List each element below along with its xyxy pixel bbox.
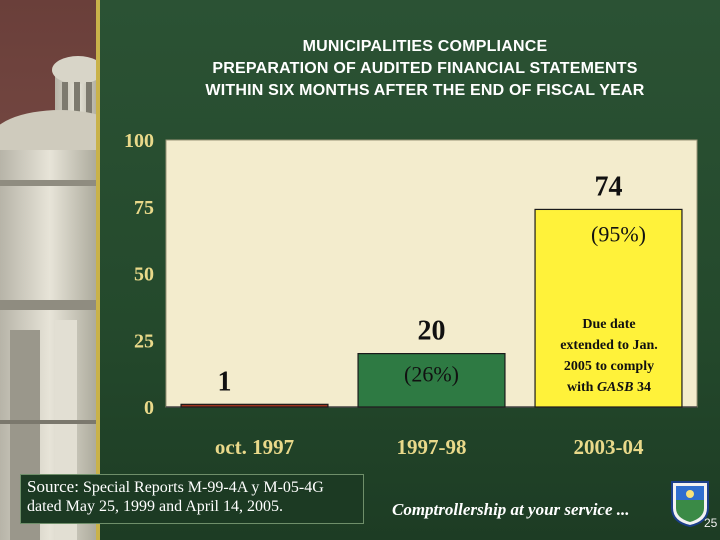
page-number: 25 xyxy=(704,516,718,530)
bar-0 xyxy=(180,403,329,408)
y-tick-label-2: 50 xyxy=(134,264,154,286)
percent-label-1: (26%) xyxy=(404,362,459,387)
annotation-line-3: 2005 to comply xyxy=(563,359,655,374)
due-date-annotation: Due date extended to Jan. 2005 to comply… xyxy=(540,314,678,398)
category-label-0: oct. 1997 xyxy=(215,435,294,459)
data-label-0: 1 xyxy=(218,366,232,397)
seal-icon xyxy=(671,481,709,528)
annotation-line-1: Due date xyxy=(582,317,636,332)
bar-1 xyxy=(357,353,506,408)
percent-label-2: (95%) xyxy=(591,221,646,246)
y-tick-label-4: 100 xyxy=(124,130,154,152)
annotation-line-2: extended to Jan. xyxy=(560,338,658,353)
annotation-gasb: GASB xyxy=(596,380,634,395)
y-tick-label-3: 75 xyxy=(134,197,154,219)
annotation-prefix: with xyxy=(566,380,597,395)
y-tick-label-1: 25 xyxy=(134,330,154,352)
footer-slogan: Comptrollership at your service ... xyxy=(392,500,630,519)
source-box: Source: Special Reports M-99-4A y M-05-4… xyxy=(20,474,364,524)
gold-divider xyxy=(96,0,100,540)
y-tick-label-0: 0 xyxy=(144,397,154,419)
chart-title: MUNICIPALITIES COMPLIANCE PREPARATION OF… xyxy=(130,36,720,102)
annotation-line-4: with GASB 34 xyxy=(540,377,678,398)
data-label-1: 20 xyxy=(418,316,446,347)
title-line-2: PREPARATION OF AUDITED FINANCIAL STATEME… xyxy=(212,60,638,77)
source-lead: Source: xyxy=(27,477,79,496)
title-line-1: MUNICIPALITIES COMPLIANCE xyxy=(302,38,548,55)
source-text: Special Reports M-99-4A y M-05-4G dated … xyxy=(27,479,324,515)
title-line-3: WITHIN SIX MONTHS AFTER THE END OF FISCA… xyxy=(205,82,645,99)
bar-2 xyxy=(534,208,683,408)
data-label-2: 74 xyxy=(595,171,623,202)
category-label-2: 2003-04 xyxy=(574,435,644,459)
annotation-suffix: 34 xyxy=(633,380,652,395)
category-label-1: 1997-98 xyxy=(397,435,467,459)
